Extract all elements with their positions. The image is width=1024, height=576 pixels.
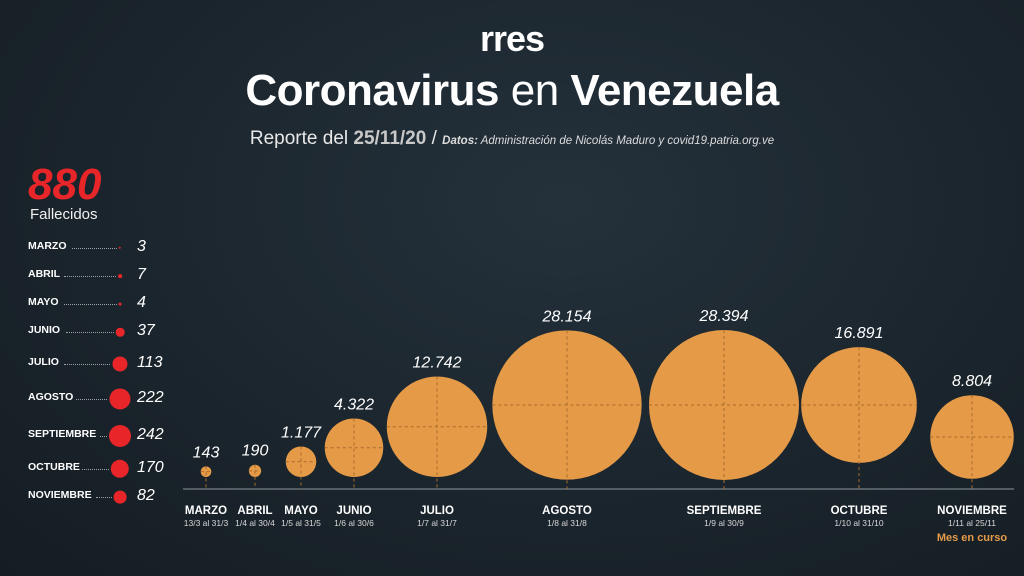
bubble-value-label: 4.322 bbox=[334, 396, 374, 413]
month-tick-label: SEPTIEMBRE bbox=[687, 505, 762, 517]
month-tick-label: AGOSTO bbox=[542, 505, 592, 517]
deaths-dot bbox=[118, 302, 122, 306]
deaths-month-label: JUNIO bbox=[28, 324, 61, 336]
bubble-value-label: 190 bbox=[242, 443, 269, 460]
date-range-label: 1/10 al 31/10 bbox=[834, 518, 883, 528]
date-range-label: 1/5 al 31/5 bbox=[281, 518, 321, 528]
deaths-dot bbox=[109, 388, 131, 410]
bubble-mayo bbox=[285, 446, 317, 477]
deaths-month-label: JULIO bbox=[28, 356, 59, 368]
dotted-leader bbox=[72, 248, 117, 249]
bubble-noviembre bbox=[930, 395, 1014, 479]
deaths-row-julio: JULIO 113 bbox=[28, 352, 178, 376]
month-tick-label: OCTUBRE bbox=[831, 505, 888, 517]
deaths-month-label: SEPTIEMBRE bbox=[28, 428, 97, 440]
dotted-leader bbox=[82, 469, 109, 470]
dotted-leader bbox=[64, 304, 117, 305]
date-range-label: 1/11 al 25/11 bbox=[948, 518, 996, 528]
bubble-marzo bbox=[200, 466, 212, 477]
deaths-dot bbox=[109, 425, 131, 447]
dotted-leader bbox=[64, 364, 111, 365]
report-label: Reporte del bbox=[249, 128, 349, 149]
deaths-dot bbox=[113, 490, 127, 504]
report-date: 25/11/20 bbox=[353, 128, 427, 149]
title-word-coronavirus: Coronavirus bbox=[245, 66, 499, 115]
date-range-label: 1/8 al 31/8 bbox=[547, 518, 587, 528]
month-tick-label: JUNIO bbox=[336, 505, 371, 517]
title-word-venezuela: Venezuela bbox=[570, 66, 779, 115]
bubble-value-label: 16.891 bbox=[835, 325, 884, 342]
current-month-note: Mes en curso bbox=[937, 532, 1008, 544]
deaths-month-label: AGOSTO bbox=[28, 391, 74, 403]
deaths-dot bbox=[110, 459, 130, 479]
bubble-value-label: 1.177 bbox=[281, 424, 322, 441]
deaths-month-label: ABRIL bbox=[28, 268, 61, 280]
deaths-row-abril: ABRIL 7 bbox=[28, 264, 178, 288]
deaths-row-mayo: MAYO 4 bbox=[28, 292, 178, 316]
date-range-label: 1/6 al 30/6 bbox=[334, 518, 374, 528]
bubble-junio bbox=[324, 418, 384, 477]
date-range-label: 13/3 al 31/3 bbox=[184, 518, 229, 528]
deaths-dot bbox=[118, 246, 122, 250]
deaths-month-label: MARZO bbox=[28, 240, 67, 252]
deaths-value: 170 bbox=[137, 459, 164, 476]
deaths-row-marzo: MARZO 3 bbox=[28, 236, 178, 260]
deaths-row-noviembre: NOVIEMBRE 82 bbox=[28, 485, 178, 509]
month-tick-label: MAYO bbox=[284, 505, 317, 517]
month-tick-label: JULIO bbox=[420, 505, 454, 517]
deaths-value: 242 bbox=[137, 426, 164, 443]
deaths-label: Fallecidos bbox=[30, 206, 98, 223]
data-source: Datos: Administración de Nicolás Maduro … bbox=[442, 135, 774, 147]
deaths-value: 7 bbox=[137, 266, 146, 283]
date-range-label: 1/4 al 30/4 bbox=[235, 518, 275, 528]
deaths-month-label: MAYO bbox=[28, 296, 59, 308]
deaths-month-label: NOVIEMBRE bbox=[28, 489, 92, 501]
page-title: Coronavirus en Venezuela bbox=[0, 66, 1024, 116]
deaths-value: 4 bbox=[137, 294, 146, 311]
dotted-leader bbox=[96, 497, 112, 498]
source-text: Administración de Nicolás Maduro y covid… bbox=[480, 135, 775, 147]
deaths-dot bbox=[115, 327, 125, 337]
bubble-value-label: 28.394 bbox=[699, 308, 749, 325]
dotted-leader bbox=[66, 332, 114, 333]
bubble-value-label: 12.742 bbox=[413, 355, 462, 372]
deaths-value: 82 bbox=[137, 487, 155, 504]
dotted-leader bbox=[100, 436, 107, 437]
deaths-row-agosto: AGOSTO 222 bbox=[28, 387, 178, 411]
deaths-dot bbox=[112, 356, 128, 372]
deaths-value: 3 bbox=[137, 238, 146, 255]
bubble-octubre bbox=[801, 347, 917, 463]
title-word-en: en bbox=[510, 66, 559, 115]
deaths-value: 222 bbox=[137, 389, 164, 406]
deaths-month-label: OCTUBRE bbox=[28, 461, 80, 473]
dotted-leader bbox=[76, 399, 108, 400]
month-tick-label: NOVIEMBRE bbox=[937, 505, 1007, 517]
source-label: Datos: bbox=[442, 135, 478, 147]
date-range-label: 1/7 al 31/7 bbox=[417, 518, 457, 528]
deaths-dot bbox=[118, 274, 122, 278]
bubble-value-label: 143 bbox=[193, 444, 220, 461]
deaths-row-septiembre: SEPTIEMBRE 242 bbox=[28, 424, 178, 448]
deaths-total: 880 bbox=[28, 160, 102, 209]
deaths-row-junio: JUNIO 37 bbox=[28, 320, 178, 344]
bubble-value-label: 8.804 bbox=[952, 373, 992, 390]
rres-logo: rres bbox=[479, 18, 545, 59]
date-range-label: 1/9 al 30/9 bbox=[704, 518, 744, 528]
deaths-value: 113 bbox=[137, 354, 163, 371]
month-tick-label: MARZO bbox=[185, 505, 227, 517]
subtitle-slash: / bbox=[431, 128, 437, 149]
month-tick-label: ABRIL bbox=[237, 505, 272, 517]
deaths-row-octubre: OCTUBRE 170 bbox=[28, 457, 178, 481]
subtitle: Reporte del 25/11/20 / Datos: Administra… bbox=[0, 128, 1024, 150]
dotted-leader bbox=[64, 276, 117, 277]
deaths-value: 37 bbox=[137, 322, 155, 339]
bubble-value-label: 28.154 bbox=[542, 308, 592, 325]
